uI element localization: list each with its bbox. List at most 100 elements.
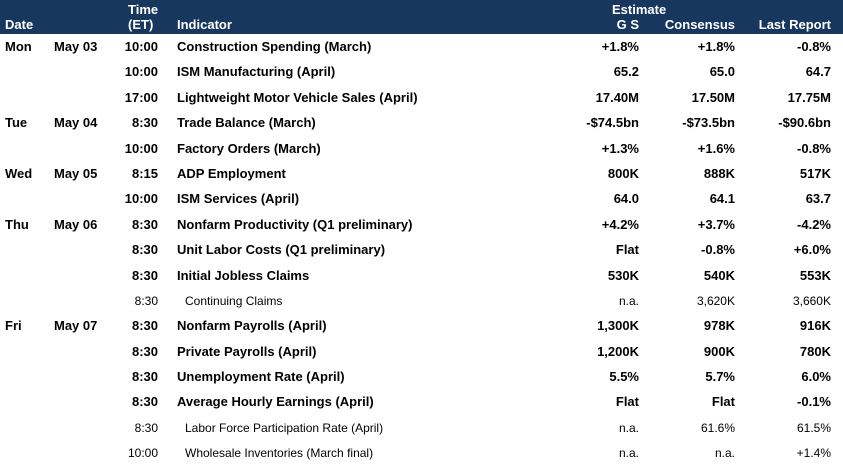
table-row: Mon May 03 10:00 Construction Spending (Mar… <box>0 34 843 59</box>
cell-gs-estimate: 65.2 <box>613 64 639 80</box>
table-row: 8:30 Unemployment Rate (April) 5.5% 5.7% 6.0… <box>0 364 843 389</box>
cell-consensus: +1.6% <box>697 140 735 156</box>
cell-gs-estimate: 530K <box>607 267 639 283</box>
cell-indicator: ISM Services (April) <box>177 191 300 207</box>
cell-indicator: Nonfarm Productivity (Q1 preliminary) <box>177 216 413 232</box>
cell-consensus: 978K <box>703 318 735 334</box>
cell-gs-estimate: n.a. <box>618 446 639 461</box>
cell-last-report: 6.0% <box>801 369 831 385</box>
cell-last-report: -4.2% <box>797 216 831 232</box>
cell-indicator: ISM Manufacturing (April) <box>177 64 336 80</box>
cell-gs-estimate: n.a. <box>618 420 639 435</box>
cell-time: 10:00 <box>124 64 158 80</box>
cell-gs-estimate: +1.3% <box>601 140 639 156</box>
cell-time: 8:30 <box>134 293 158 308</box>
cell-indicator: Initial Jobless Claims <box>177 267 310 283</box>
cell-consensus: +1.8% <box>697 39 735 54</box>
cell-time: 8:30 <box>131 369 158 385</box>
header-estimate: Estimate <box>612 2 667 17</box>
table-row: 10:00 Factory Orders (March) +1.3% +1.6% -0.… <box>0 136 843 161</box>
cell-gs-estimate: +1.8% <box>601 39 639 54</box>
cell-consensus: 65.0 <box>709 64 735 80</box>
table-row: Fri May 07 8:30 Nonfarm Payrolls (April) 1,3… <box>0 313 843 338</box>
header-indicator: Indicator <box>177 17 232 32</box>
cell-gs-estimate: Flat <box>615 394 639 410</box>
table-header: Date Time (ET) Indicator Estimate G S Co… <box>0 0 843 34</box>
cell-day: Tue <box>5 115 28 131</box>
header-date: Date <box>5 17 34 32</box>
cell-indicator: Lightweight Motor Vehicle Sales (April) <box>177 89 418 105</box>
table-row: 10:00 ISM Services (April) 64.0 64.1 63.7 <box>0 186 843 211</box>
cell-last-report: -$90.6bn <box>778 115 831 131</box>
cell-last-report: -0.1% <box>797 394 831 410</box>
cell-day: Mon <box>5 39 32 54</box>
cell-last-report: +6.0% <box>793 242 831 258</box>
cell-time: 10:00 <box>124 140 158 156</box>
table-row: 17:00 Lightweight Motor Vehicle Sales (Ap… <box>0 85 843 110</box>
cell-consensus: 5.7% <box>705 369 735 385</box>
cell-day: Thu <box>5 216 29 232</box>
cell-indicator: Unemployment Rate (April) <box>177 369 345 385</box>
header-time-line1: Time <box>128 2 159 17</box>
cell-consensus: 888K <box>703 165 735 181</box>
table-row: Thu May 06 8:30 Nonfarm Productivity (Q1 pr… <box>0 212 843 237</box>
cell-time: 10:00 <box>124 39 158 54</box>
header-time-line2: (ET) <box>128 17 154 32</box>
table-row: 8:30 Unit Labor Costs (Q1 preliminary) Fla… <box>0 237 843 262</box>
cell-indicator: Nonfarm Payrolls (April) <box>177 318 327 334</box>
cell-gs-estimate: n.a. <box>618 293 639 308</box>
cell-last-report: 553K <box>799 267 831 283</box>
cell-gs-estimate: -$74.5bn <box>586 115 639 131</box>
cell-gs-estimate: 1,300K <box>597 318 639 334</box>
cell-last-report: 63.7 <box>805 191 831 207</box>
cell-consensus: 64.1 <box>709 191 735 207</box>
cell-date: May 05 <box>54 165 98 181</box>
cell-gs-estimate: 64.0 <box>613 191 639 207</box>
cell-consensus: -$73.5bn <box>682 115 735 131</box>
cell-indicator: Construction Spending (March) <box>177 39 372 54</box>
cell-date: May 06 <box>54 216 98 232</box>
cell-indicator: Private Payrolls (April) <box>177 343 317 359</box>
cell-time: 8:15 <box>131 165 158 181</box>
header-gs: G S <box>616 17 639 32</box>
cell-last-report: 780K <box>799 343 831 359</box>
cell-consensus: n.a. <box>714 446 735 461</box>
cell-time: 10:00 <box>124 191 158 207</box>
cell-gs-estimate: 800K <box>607 165 639 181</box>
cell-indicator: Continuing Claims <box>185 293 283 308</box>
cell-time: 8:30 <box>131 242 158 258</box>
cell-consensus: 3,620K <box>696 293 735 308</box>
table-row: 10:00 ISM Manufacturing (April) 65.2 65.0 64… <box>0 59 843 84</box>
cell-time: 8:30 <box>131 394 158 410</box>
cell-indicator: Factory Orders (March) <box>177 140 321 156</box>
cell-indicator: Unit Labor Costs (Q1 preliminary) <box>177 242 386 258</box>
cell-consensus: 900K <box>703 343 735 359</box>
cell-date: May 03 <box>54 39 98 54</box>
cell-day: Fri <box>5 318 22 334</box>
cell-time: 8:30 <box>131 115 158 131</box>
table-row: Wed May 05 8:15 ADP Employment 800K 888K 517K <box>0 161 843 186</box>
cell-last-report: +1.4% <box>796 446 831 461</box>
cell-consensus: -0.8% <box>701 242 735 258</box>
cell-indicator: Trade Balance (March) <box>177 115 316 131</box>
cell-indicator: Average Hourly Earnings (April) <box>177 394 374 410</box>
cell-last-report: -0.8% <box>797 140 831 156</box>
cell-gs-estimate: 17.40M <box>595 89 639 105</box>
cell-last-report: 61.5% <box>796 420 831 435</box>
cell-last-report: -0.8% <box>797 39 831 54</box>
table-body: Mon May 03 10:00 Construction Spending (Mar… <box>0 34 843 466</box>
cell-date: May 07 <box>54 318 98 334</box>
cell-gs-estimate: 5.5% <box>609 369 639 385</box>
cell-time: 17:00 <box>124 89 158 105</box>
cell-consensus: 540K <box>703 267 735 283</box>
cell-consensus: 17.50M <box>691 89 735 105</box>
cell-indicator: Labor Force Participation Rate (April) <box>185 420 384 435</box>
cell-day: Wed <box>5 165 33 181</box>
cell-gs-estimate: Flat <box>615 242 639 258</box>
cell-last-report: 3,660K <box>792 293 831 308</box>
cell-consensus: +3.7% <box>697 216 735 232</box>
table-row: 10:00 Wholesale Inventories (March final)… <box>0 440 843 465</box>
cell-time: 8:30 <box>134 420 158 435</box>
cell-time: 8:30 <box>131 343 158 359</box>
cell-date: May 04 <box>54 115 98 131</box>
